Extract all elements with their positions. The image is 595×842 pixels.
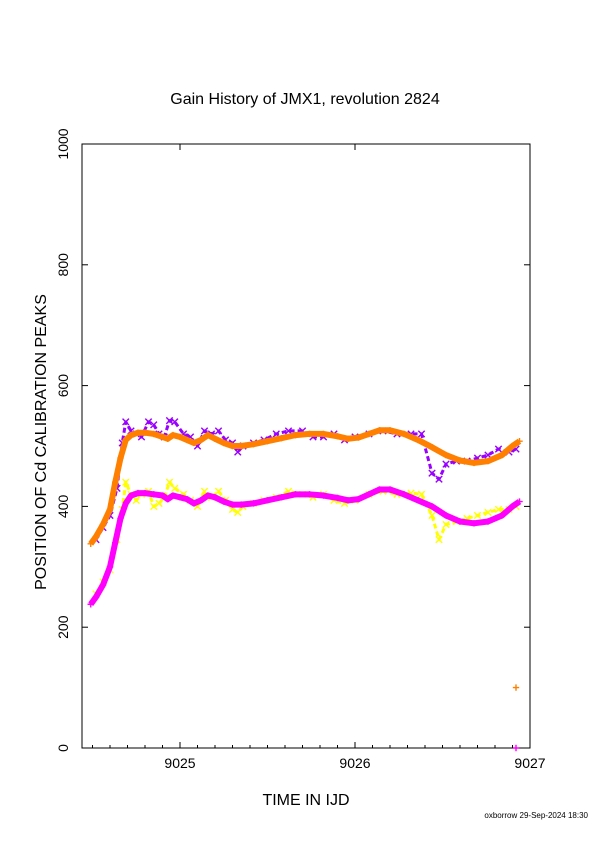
y-axis-ticks: 0 200 400 600 800 1000 [55, 128, 530, 752]
footer-note: oxborrow 29-Sep-2024 18:30 [484, 811, 588, 820]
y-tick-label-1: 200 [55, 615, 71, 639]
series-1-trace [94, 480, 517, 595]
y-tick-label-0: 0 [55, 744, 71, 752]
series-0-point-28 [284, 427, 293, 435]
y-axis-label: POSITION OF Cd CALIBRATION PEAKS [33, 294, 50, 590]
series-3 [87, 427, 523, 691]
y-tick-label-3: 600 [55, 374, 71, 398]
chart-title: Gain History of JMX1, revolution 2824 [170, 91, 440, 108]
x-tick-label-0: 9025 [164, 755, 195, 771]
y-tick-label-4: 800 [55, 253, 71, 277]
y-tick-label-5: 1000 [55, 128, 71, 159]
x-axis-ticks: 9025 9026 9027 [92, 144, 546, 771]
series-2-point-45 [512, 744, 520, 752]
x-tick-label-2: 9027 [514, 755, 545, 771]
x-axis-label: TIME IN IJD [262, 792, 349, 809]
y-tick-label-2: 400 [55, 495, 71, 519]
series-layer [87, 416, 523, 752]
series-2-trace [88, 486, 522, 607]
series-3-trace [88, 427, 522, 546]
plot-frame [81, 143, 531, 749]
series-3-point-45 [512, 684, 520, 691]
series-2 [87, 486, 523, 752]
x-tick-label-1: 9026 [339, 755, 370, 771]
series-1-point-47 [494, 505, 503, 514]
